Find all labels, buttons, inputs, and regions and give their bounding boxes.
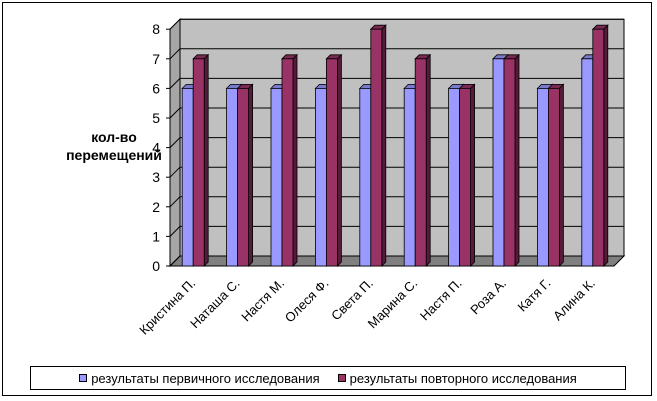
y-axis-label: кол-во перемещений <box>64 128 164 164</box>
x-tick-label: Настя М. <box>238 276 287 325</box>
y-tick-label: 4 <box>152 140 160 156</box>
legend-label-series-2: результаты повторного исследования <box>349 370 577 386</box>
gridline <box>169 77 624 89</box>
bar-side-series-2 <box>248 83 254 267</box>
y-tick-label: 0 <box>152 258 160 274</box>
bar-series-1 <box>537 88 549 267</box>
gridline <box>169 166 624 178</box>
x-tick-label: Роза А. <box>467 276 509 318</box>
gridline <box>169 255 624 267</box>
y-tick-label: 2 <box>152 199 160 215</box>
bar-series-1 <box>581 58 594 267</box>
bar-series-2 <box>281 58 294 267</box>
bar-series-2 <box>548 88 560 267</box>
legend-label-series-1: результаты первичного исследования <box>91 370 320 386</box>
bar-side-series-2 <box>203 53 209 267</box>
gridline <box>169 18 624 30</box>
x-tick-label: Кристина П. <box>136 276 198 338</box>
x-tick-label: Олеся Ф. <box>282 276 332 326</box>
bar-series-2 <box>237 88 250 267</box>
legend-item-series-1: результаты первичного исследования <box>79 370 320 386</box>
bar-side-series-2 <box>425 53 431 267</box>
bar-series-2 <box>370 28 383 267</box>
bar-series-2 <box>592 28 605 267</box>
bar-side-series-2 <box>514 53 520 267</box>
legend: результаты первичного исследования резул… <box>30 366 626 390</box>
bar-series-2 <box>503 58 516 267</box>
x-tick-label: Катя Г. <box>514 276 553 315</box>
bar-side-series-2 <box>603 24 609 267</box>
y-tick-label: 6 <box>152 80 160 96</box>
bar-series-1 <box>448 88 461 267</box>
y-axis-label-line-1: кол-во <box>91 129 137 145</box>
bar-series-1 <box>492 58 505 267</box>
bar-side-series-2 <box>292 53 298 267</box>
bar-series-2 <box>414 58 427 267</box>
bar-side-series-2 <box>381 24 387 267</box>
legend-item-series-2: результаты повторного исследования <box>337 370 577 386</box>
bar-series-1 <box>403 88 416 267</box>
y-tick-label: 7 <box>152 51 160 67</box>
y-tick-label: 5 <box>152 110 160 126</box>
x-tick-label: Алина К. <box>550 276 598 324</box>
bar-series-1 <box>314 88 327 267</box>
legend-swatch-series-2 <box>337 374 346 382</box>
bar-series-1 <box>181 88 194 267</box>
gridline <box>169 137 624 148</box>
y-tick-label: 8 <box>152 21 160 37</box>
gridline <box>169 107 624 119</box>
bar-side-series-2 <box>336 53 342 267</box>
bar-series-2 <box>325 58 338 267</box>
gridline <box>169 225 624 237</box>
gridline <box>169 196 624 208</box>
legend-swatch-series-1 <box>79 374 88 382</box>
bar-series-1 <box>226 88 239 267</box>
bar-series-1 <box>359 88 372 267</box>
y-tick-label: 3 <box>152 169 160 185</box>
bar-series-2 <box>192 58 205 267</box>
gridline <box>169 48 624 60</box>
x-tick-label: Настя П. <box>417 276 465 324</box>
y-tick-label: 1 <box>152 228 160 244</box>
y-axis-label-line-2: перемещений <box>66 147 162 163</box>
bar-side-series-2 <box>559 83 564 267</box>
bar-series-1 <box>270 88 283 267</box>
bar-side-series-2 <box>470 83 476 267</box>
bar-series-2 <box>459 88 472 267</box>
